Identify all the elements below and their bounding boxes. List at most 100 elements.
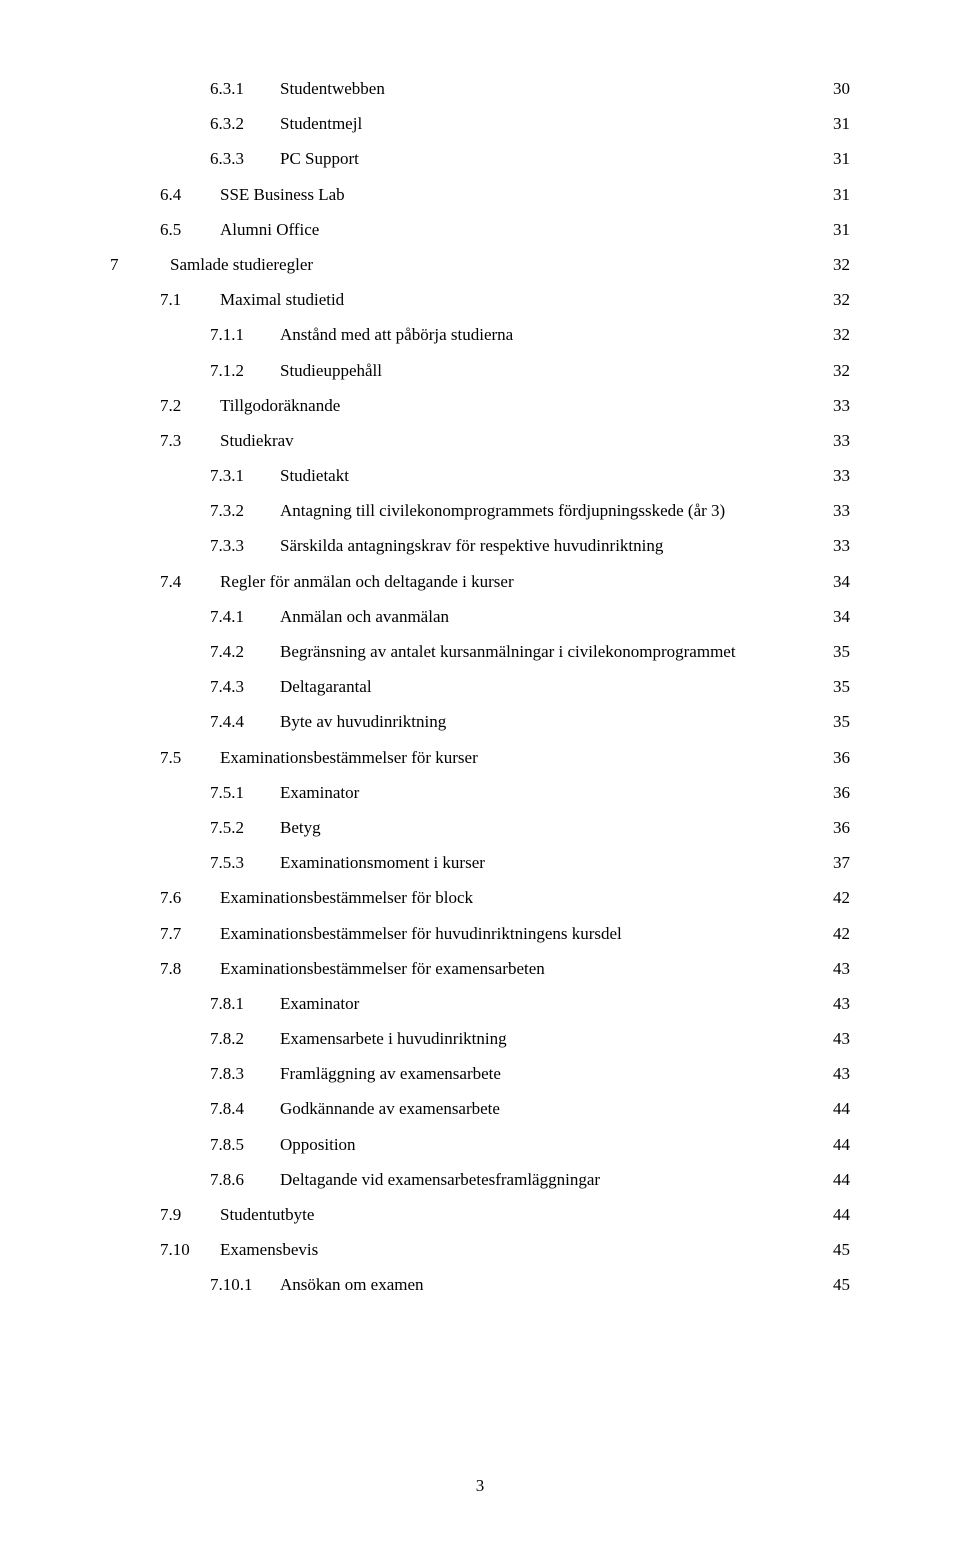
toc-entry[interactable]: 7.10Examensbevis45 [110, 1241, 850, 1258]
toc-entry[interactable]: 7.8.4Godkännande av examensarbete44 [110, 1100, 850, 1117]
toc-entry-title: Examinationsmoment i kurser [280, 854, 485, 871]
toc-entry-number: 7.8.2 [210, 1030, 280, 1047]
toc-entry-title: Deltagande vid examensarbetesframläggnin… [280, 1171, 600, 1188]
toc-entry-number: 7.8.4 [210, 1100, 280, 1117]
toc-entry-number: 7.9 [160, 1206, 220, 1223]
toc-entry-number: 7.1.2 [210, 362, 280, 379]
toc-entry[interactable]: 7Samlade studieregler32 [110, 256, 850, 273]
toc-entry-title: Examensbevis [220, 1241, 318, 1258]
toc-entry-title: Studentutbyte [220, 1206, 314, 1223]
toc-entry-page: 35 [831, 713, 850, 730]
toc-entry-title: Byte av huvudinriktning [280, 713, 446, 730]
toc-entry-title: Examinationsbestämmelser för kurser [220, 749, 478, 766]
toc-entry-title: Anstånd med att påbörja studierna [280, 326, 513, 343]
toc-entry-page: 45 [831, 1276, 850, 1293]
toc-entry-number: 7.1 [160, 291, 220, 308]
toc-entry-page: 33 [831, 502, 850, 519]
toc-entry[interactable]: 7.3.3Särskilda antagningskrav för respek… [110, 537, 850, 554]
toc-entry-number: 7.8.1 [210, 995, 280, 1012]
toc-entry-page: 43 [831, 1030, 850, 1047]
toc-entry-title: Maximal studietid [220, 291, 344, 308]
toc-entry-number: 7.10.1 [210, 1276, 280, 1293]
toc-entry[interactable]: 7.8.6Deltagande vid examensarbetesframlä… [110, 1171, 850, 1188]
toc-entry-title: Studentmejl [280, 115, 362, 132]
page-number: 3 [0, 1476, 960, 1496]
toc-entry-title: Examinator [280, 784, 359, 801]
toc-entry-title: Studiekrav [220, 432, 294, 449]
toc-entry-title: Alumni Office [220, 221, 319, 238]
toc-entry-number: 7 [110, 256, 170, 273]
toc-entry[interactable]: 7.8.1Examinator43 [110, 995, 850, 1012]
toc-entry-number: 7.5.1 [210, 784, 280, 801]
toc-entry-page: 31 [831, 186, 850, 203]
toc-entry-number: 7.4 [160, 573, 220, 590]
toc-entry[interactable]: 6.5Alumni Office 31 [110, 221, 850, 238]
toc-entry[interactable]: 6.3.3PC Support31 [110, 150, 850, 167]
toc-entry-page: 44 [831, 1206, 850, 1223]
toc-entry-title: Regler för anmälan och deltagande i kurs… [220, 573, 514, 590]
toc-entry-title: Studieuppehåll [280, 362, 382, 379]
toc-entry[interactable]: 6.3.1Studentwebben30 [110, 80, 850, 97]
toc-entry-number: 7.7 [160, 925, 220, 942]
toc-entry-title: Särskilda antagningskrav för respektive … [280, 537, 663, 554]
toc-entry-number: 7.8.3 [210, 1065, 280, 1082]
toc-entry-number: 7.8 [160, 960, 220, 977]
toc-entry[interactable]: 6.3.2Studentmejl31 [110, 115, 850, 132]
toc-entry[interactable]: 7.8Examinationsbestämmelser för examensa… [110, 960, 850, 977]
toc-entry[interactable]: 7.8.3Framläggning av examensarbete43 [110, 1065, 850, 1082]
toc-entry[interactable]: 7.5.1Examinator36 [110, 784, 850, 801]
toc-entry[interactable]: 7.4.2Begränsning av antalet kursanmälnin… [110, 643, 850, 660]
toc-entry-title: Examinator [280, 995, 359, 1012]
toc-entry-title: Godkännande av examensarbete [280, 1100, 500, 1117]
toc-entry-page: 37 [831, 854, 850, 871]
toc-entry[interactable]: 7.8.5Opposition44 [110, 1136, 850, 1153]
toc-entry[interactable]: 7.1.2Studieuppehåll32 [110, 362, 850, 379]
toc-entry[interactable]: 7.3.2Antagning till civilekonomprogramme… [110, 502, 850, 519]
toc-entry-number: 7.5.3 [210, 854, 280, 871]
toc-entry[interactable]: 7.8.2Examensarbete i huvudinriktning 43 [110, 1030, 850, 1047]
toc-entry-page: 31 [831, 221, 850, 238]
toc-entry[interactable]: 7.4.1Anmälan och avanmälan34 [110, 608, 850, 625]
toc-entry[interactable]: 7.10.1Ansökan om examen45 [110, 1276, 850, 1293]
toc-entry[interactable]: 7.5Examinationsbestämmelser för kurser36 [110, 749, 850, 766]
toc-entry-page: 33 [831, 537, 850, 554]
toc-entry-title: Studietakt [280, 467, 349, 484]
toc-entry[interactable]: 6.4SSE Business Lab31 [110, 186, 850, 203]
toc-entry[interactable]: 7.5.2Betyg36 [110, 819, 850, 836]
toc-entry[interactable]: 7.4Regler för anmälan och deltagande i k… [110, 573, 850, 590]
toc-entry-title: Examinationsbestämmelser för examensarbe… [220, 960, 545, 977]
toc-entry-number: 7.2 [160, 397, 220, 414]
toc-entry-title: Antagning till civilekonomprogrammets fö… [280, 502, 725, 519]
toc-entry-title: Examinationsbestämmelser för block [220, 889, 473, 906]
toc-entry[interactable]: 7.4.3Deltagarantal35 [110, 678, 850, 695]
toc-entry[interactable]: 7.3Studiekrav33 [110, 432, 850, 449]
toc-entry-number: 6.5 [160, 221, 220, 238]
toc-entry-number: 6.3.3 [210, 150, 280, 167]
toc-entry[interactable]: 7.2Tillgodoräknande33 [110, 397, 850, 414]
toc-entry[interactable]: 7.1.1Anstånd med att påbörja studierna 32 [110, 326, 850, 343]
toc-entry[interactable]: 7.5.3Examinationsmoment i kurser 37 [110, 854, 850, 871]
toc-entry-number: 7.5.2 [210, 819, 280, 836]
toc-entry-number: 7.1.1 [210, 326, 280, 343]
toc-entry-page: 31 [831, 150, 850, 167]
toc-entry[interactable]: 7.1Maximal studietid32 [110, 291, 850, 308]
toc-entry-page: 36 [831, 749, 850, 766]
toc-entry-title: Anmälan och avanmälan [280, 608, 449, 625]
toc-entry-title: Examensarbete i huvudinriktning [280, 1030, 507, 1047]
toc-entry[interactable]: 7.9Studentutbyte 44 [110, 1206, 850, 1223]
toc-entry-number: 7.4.3 [210, 678, 280, 695]
toc-entry-number: 7.4.2 [210, 643, 280, 660]
toc-entry-page: 32 [831, 326, 850, 343]
toc-entry[interactable]: 7.6Examinationsbestämmelser för block42 [110, 889, 850, 906]
toc-entry-title: Studentwebben [280, 80, 385, 97]
toc-entry-title: Begränsning av antalet kursanmälningar i… [280, 643, 736, 660]
toc-entry-number: 6.3.2 [210, 115, 280, 132]
toc-entry-title: Betyg [280, 819, 321, 836]
toc-entry[interactable]: 7.4.4Byte av huvudinriktning35 [110, 713, 850, 730]
toc-entry-page: 44 [831, 1136, 850, 1153]
toc-entry-page: 34 [831, 608, 850, 625]
toc-entry-page: 42 [831, 889, 850, 906]
toc-entry[interactable]: 7.7Examinationsbestämmelser för huvudinr… [110, 925, 850, 942]
toc-entry[interactable]: 7.3.1Studietakt33 [110, 467, 850, 484]
toc-entry-page: 35 [831, 678, 850, 695]
